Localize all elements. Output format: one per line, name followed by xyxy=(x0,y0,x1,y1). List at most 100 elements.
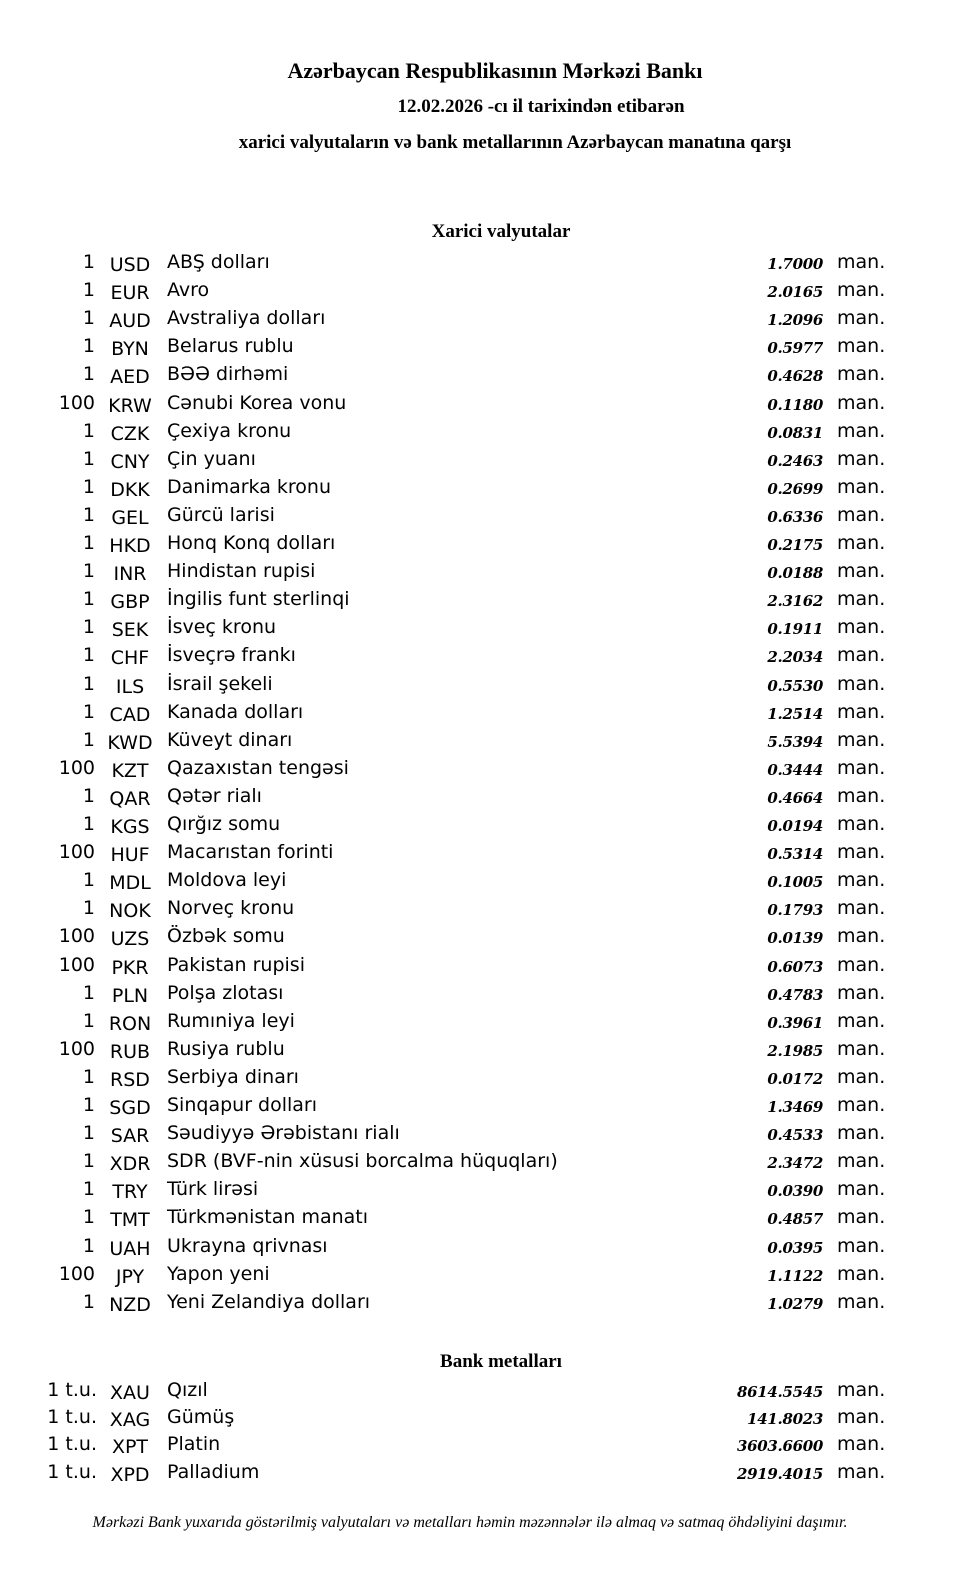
currency-row: 1 GEL Gürcü larisi 0.6336 man. xyxy=(0,504,975,532)
amount: 1 xyxy=(82,700,95,723)
rate: 2.1985 xyxy=(767,1041,823,1060)
amount: 1 xyxy=(82,869,95,892)
name: Avro xyxy=(167,279,210,302)
currency-row: 1 EUR Avro 2.0165 man. xyxy=(0,279,975,307)
amount: 1 xyxy=(82,475,95,498)
amount: 1 xyxy=(82,728,95,751)
amount: 1 xyxy=(82,588,95,611)
amount: 1 xyxy=(82,672,95,695)
amount: 1 xyxy=(82,1234,95,1257)
rate: 2919.4015 xyxy=(736,1464,823,1483)
amount: 1 xyxy=(82,447,95,470)
amount: 1 xyxy=(82,1290,95,1313)
subtitle: xarici valyutaların və bank metallarının… xyxy=(238,132,792,153)
metal-row: 1 t.u. XAU Qızıl 8614.5545 man. xyxy=(0,1379,975,1407)
unit: man. xyxy=(837,1094,886,1116)
code: PKR xyxy=(111,956,149,979)
code: KZT xyxy=(111,759,149,782)
code: KRW xyxy=(108,394,152,417)
code: XAG xyxy=(109,1409,151,1432)
currency-row: 100 KZT Qazaxıstan tengəsi 0.3444 man. xyxy=(0,757,975,785)
currency-row: 1 TMT Türkmənistan manatı 0.4857 man. xyxy=(0,1206,975,1234)
rate: 0.3444 xyxy=(767,760,823,779)
name: İsrail şekeli xyxy=(167,672,273,695)
code: RON xyxy=(108,1012,152,1035)
rate: 1.2514 xyxy=(767,704,823,723)
unit: man. xyxy=(837,1234,886,1257)
amount: 100 xyxy=(58,391,95,414)
amount: 1 xyxy=(82,784,95,807)
amount: 1 xyxy=(82,419,95,442)
amount: 1 xyxy=(82,503,95,526)
rate: 8614.5545 xyxy=(736,1383,823,1401)
amount: 1 xyxy=(82,813,95,835)
name: Danimarka kronu xyxy=(167,475,332,498)
unit: man. xyxy=(837,756,886,779)
unit: man. xyxy=(837,447,886,470)
amount: 1 xyxy=(82,1065,95,1088)
unit: man. xyxy=(837,925,886,948)
code: UZS xyxy=(110,928,150,951)
rate: 2.0165 xyxy=(767,283,823,302)
code: RUB xyxy=(109,1040,151,1063)
code: BYN xyxy=(111,338,149,361)
name: BƏƏ dirhəmi xyxy=(167,363,289,386)
amount: 1 t.u. xyxy=(47,1433,97,1456)
unit: man. xyxy=(837,813,886,835)
unit: man. xyxy=(837,981,886,1004)
unit: man. xyxy=(837,1433,886,1456)
currency-row: 1 QAR Qətər rialı 0.4664 man. xyxy=(0,785,975,813)
amount: 1 xyxy=(82,644,95,667)
unit: man. xyxy=(837,728,886,751)
amount: 1 xyxy=(82,616,95,639)
unit: man. xyxy=(837,700,886,723)
unit: man. xyxy=(837,1065,886,1088)
code: XDR xyxy=(109,1153,151,1176)
currency-row: 1 CNY Çin yuanı 0.2463 man. xyxy=(0,448,975,476)
name: Pakistan rupisi xyxy=(167,953,305,976)
amount: 1 xyxy=(82,251,95,273)
unit: man. xyxy=(837,251,886,273)
rate: 0.2699 xyxy=(767,479,823,498)
name: Qırğız somu xyxy=(167,813,281,835)
unit: man. xyxy=(837,869,886,892)
name: Türkmənistan manatı xyxy=(167,1206,369,1229)
unit: man. xyxy=(837,897,886,920)
unit: man. xyxy=(837,1009,886,1032)
name: Serbiya dinarı xyxy=(167,1065,299,1088)
rate: 1.1122 xyxy=(767,1266,823,1285)
unit: man. xyxy=(837,841,886,864)
code: GEL xyxy=(111,506,149,529)
name: Avstraliya dolları xyxy=(167,307,326,330)
currency-row: 1 SAR Səudiyyə Ərəbistanı rialı 0.4533 man. xyxy=(0,1122,975,1150)
currency-row: 100 PKR Pakistan rupisi 0.6073 man. xyxy=(0,954,975,982)
rate: 0.0395 xyxy=(767,1238,823,1257)
name: Hindistan rupisi xyxy=(167,560,316,583)
rate: 0.3961 xyxy=(767,1013,823,1032)
currency-row: 1 ILS İsrail şekeli 0.5530 man. xyxy=(0,673,975,701)
rate: 3603.6600 xyxy=(736,1437,823,1456)
unit: man. xyxy=(837,419,886,442)
name: ABŞ dolları xyxy=(167,251,270,273)
rate: 0.2175 xyxy=(767,536,823,554)
name: İsveç kronu xyxy=(167,616,277,639)
unit: man. xyxy=(837,560,886,583)
code: ILS xyxy=(115,675,145,698)
unit: man. xyxy=(837,1037,886,1060)
amount: 1 xyxy=(82,1122,95,1145)
rate: 0.5977 xyxy=(767,339,823,358)
code: PLN xyxy=(111,984,149,1007)
code: XPT xyxy=(111,1436,149,1459)
date-line: 12.02.2026 -cı il tarixindən etibarən xyxy=(397,96,685,117)
amount: 1 xyxy=(82,1150,95,1173)
currency-row: 1 NZD Yeni Zelandiya dolları 1.0279 man. xyxy=(0,1291,975,1319)
amount: 1 xyxy=(82,1094,95,1116)
amount: 100 xyxy=(58,756,95,779)
currency-row: 1 SEK İsveç kronu 0.1911 man. xyxy=(0,616,975,644)
currency-row: 1 RON Rumıniya leyi 0.3961 man. xyxy=(0,1010,975,1038)
name: Çexiya kronu xyxy=(167,419,292,442)
rate: 0.0139 xyxy=(767,929,823,948)
name: Özbək somu xyxy=(167,925,285,948)
rate: 0.4664 xyxy=(767,788,823,807)
unit: man. xyxy=(837,532,886,554)
